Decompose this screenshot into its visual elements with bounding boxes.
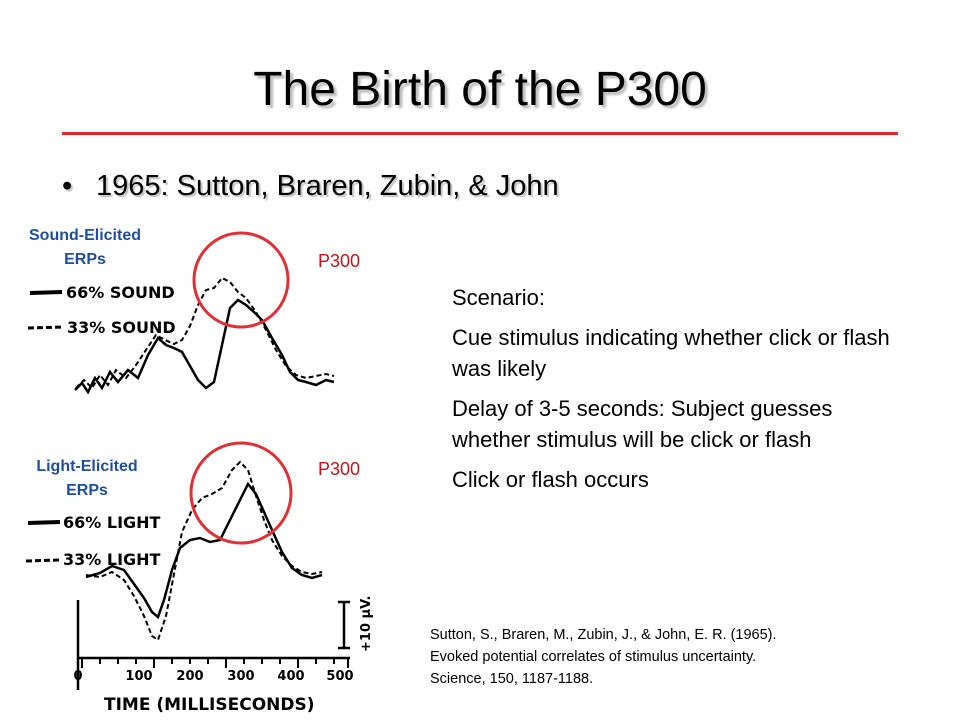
light-erp-solid [85,481,323,620]
bullet-dot-icon: • [62,170,73,202]
scenario-item-cue: Cue stimulus indicating whether click or… [452,325,890,381]
sound-label-line2: ERPs [64,251,106,268]
sound-elicited-label: Sound-Elicited ERPs [10,224,160,272]
p300-label-bottom: P300 [318,459,361,479]
bullet-item: • 1965: Sutton, Braren, Zubin, & John [62,170,559,203]
x-axis-label: TIME (MILLISECONDS) [104,695,315,715]
scale-label: +10 µV. [359,596,374,652]
slide-title: The Birth of the P300 [253,63,707,116]
legend-light-33: 33% LIGHT [63,550,161,569]
citation-line-1: Sutton, S., Braren, M., Zubin, J., & Joh… [430,627,777,643]
scenario-panel: Scenario: Cue stimulus indicating whethe… [452,282,902,504]
legend-solid-marker-sound [29,290,63,295]
time-axis-ticks [81,658,349,668]
x-tick-0: 0 [73,669,82,684]
p300-label-top: P300 [318,251,361,271]
scenario-heading: Scenario: [452,285,545,310]
light-elicited-label: Light-Elicited ERPs [12,455,162,503]
legend-dashed-marker-light [25,558,61,563]
legend-dashed-marker-sound [27,325,65,330]
citation-line-3: Science, 150, 1187-1188. [430,671,594,687]
sound-erp-dashed [75,276,335,390]
x-tick-300: 300 [227,669,254,684]
bullet-text: 1965: Sutton, Braren, Zubin, & John [96,170,559,202]
light-label-line1: Light-Elicited [36,458,138,475]
x-tick-400: 400 [277,669,304,684]
scenario-item-occurs: Click or flash occurs [452,467,649,492]
legend-light-66: 66% LIGHT [63,513,161,532]
legend-solid-marker-light [27,520,61,525]
sound-erp-solid [74,298,335,395]
citation-line-2: Evoked potential correlates of stimulus … [430,649,757,665]
scale-bar [338,600,350,650]
legend-sound-66: 66% SOUND [66,283,175,302]
citation: Sutton, S., Braren, M., Zubin, J., & Joh… [430,624,890,690]
title-divider [62,132,898,135]
sound-label-line1: Sound-Elicited [29,227,141,244]
p300-highlight-circle-top [192,231,290,329]
x-tick-500: 500 [326,669,353,684]
light-erp-dashed [85,460,323,642]
x-tick-200: 200 [176,669,203,684]
light-label-line2: ERPs [66,482,108,499]
legend-sound-33: 33% SOUND [67,318,176,337]
scenario-item-delay: Delay of 3-5 seconds: Subject guesses wh… [452,396,833,452]
x-tick-100: 100 [125,669,152,684]
p300-highlight-circle-bottom [189,441,293,545]
